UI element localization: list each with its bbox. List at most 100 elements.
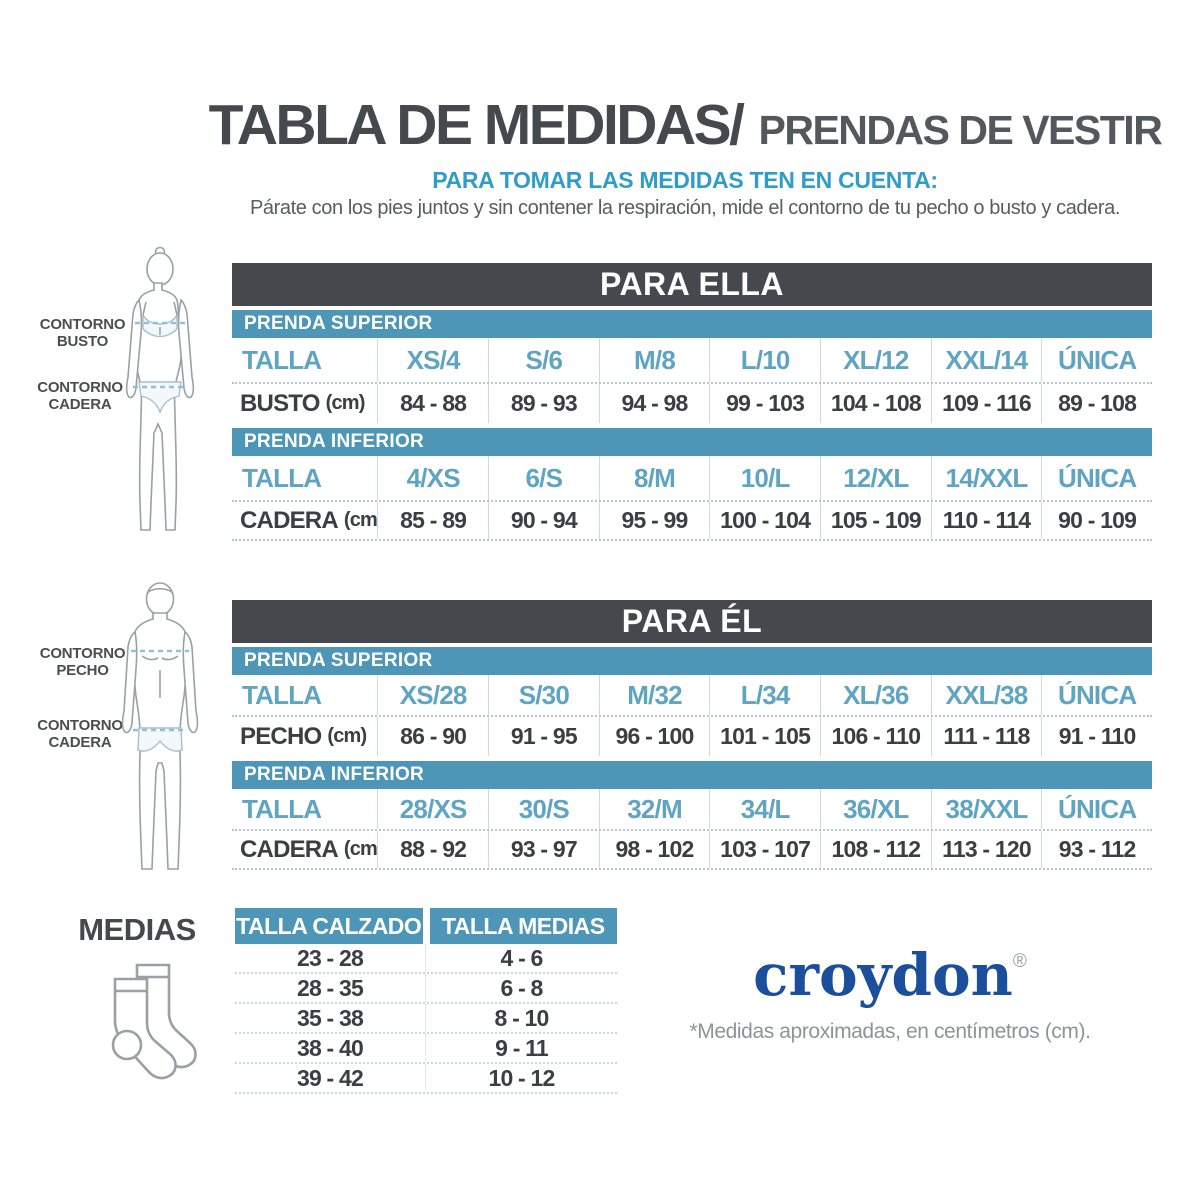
- value-row-ella-superior: BUSTO (cm) 84 - 88 89 - 93 94 - 98 99 - 103…: [232, 384, 1152, 423]
- table-title-ella: PARA ELLA: [232, 263, 1152, 306]
- size-cell: XL/12: [820, 338, 931, 382]
- size-cell: XXL/14: [930, 338, 1042, 382]
- medias-title: MEDIAS: [78, 912, 196, 947]
- size-cell: XS/28: [377, 675, 488, 715]
- size-cell: L/10: [709, 338, 820, 382]
- size-cell: L/34: [709, 675, 820, 715]
- measure-row-label: CADERA (cm): [240, 835, 378, 863]
- medias-table: TALLA CALZADO TALLA MEDIAS 23 - 28 4 - 6…: [235, 908, 617, 1094]
- medias-cell: 10 - 12: [488, 1064, 555, 1091]
- value-cell: 111 - 118: [930, 717, 1042, 756]
- size-cell: S/6: [488, 338, 599, 382]
- medias-cell: 6 - 8: [500, 974, 543, 1001]
- medias-cell: 8 - 10: [494, 1004, 549, 1031]
- value-cell: 84 - 88: [377, 384, 488, 423]
- value-cell: 110 - 114: [930, 502, 1042, 539]
- prenda-inferior-band-ella: PRENDA INFERIOR: [232, 428, 1152, 456]
- value-cell: 106 - 110: [820, 717, 931, 756]
- prenda-inferior-band-el: PRENDA INFERIOR: [232, 761, 1152, 789]
- size-cell: 36/XL: [820, 789, 931, 829]
- size-cell: XL/36: [820, 675, 931, 715]
- table-title-el: PARA ÉL: [232, 600, 1152, 643]
- medias-cell: 9 - 11: [495, 1034, 549, 1061]
- size-cell: 6/S: [488, 456, 599, 500]
- value-cell: 89 - 93: [488, 384, 599, 423]
- size-cell: 32/M: [598, 789, 710, 829]
- measure-row-label: PECHO (cm): [240, 722, 367, 750]
- page-title: TABLA DE MEDIDAS/ PRENDAS DE VESTIR: [180, 92, 1190, 158]
- size-row-el-superior: TALLA XS/28 S/30 M/32 L/34 XL/36 XXL/38 ÚNICA: [232, 675, 1152, 717]
- value-cell: 91 - 110: [1041, 717, 1152, 756]
- value-cell: 98 - 102: [598, 831, 710, 868]
- table-para-el: PARA ÉL PRENDA SUPERIOR TALLA XS/28 S/30 M…: [232, 600, 1152, 870]
- brand-logo: croydon®: [650, 946, 1130, 1004]
- value-cell: 90 - 94: [488, 502, 599, 539]
- prenda-superior-band-el: PRENDA SUPERIOR: [232, 647, 1152, 675]
- value-cell: 101 - 105: [709, 717, 820, 756]
- value-cell: 113 - 120: [930, 831, 1042, 868]
- value-cell: 86 - 90: [377, 717, 488, 756]
- value-cell: 109 - 116: [930, 384, 1042, 423]
- contorno-busto-label: CONTORNO BUSTO: [39, 316, 126, 351]
- size-cell: M/32: [598, 675, 710, 715]
- prenda-superior-band-ella: PRENDA SUPERIOR: [232, 310, 1152, 338]
- measure-row-label: CADERA (cm): [240, 506, 378, 534]
- size-cell: 10/L: [709, 456, 820, 500]
- value-cell: 108 - 112: [820, 831, 931, 868]
- medias-cell: 4 - 6: [500, 944, 543, 971]
- value-cell: 94 - 98: [598, 384, 710, 423]
- socks-icon: [111, 963, 197, 1080]
- size-cell: 30/S: [488, 789, 599, 829]
- size-row-label: TALLA: [242, 344, 322, 375]
- value-cell: 91 - 95: [488, 717, 599, 756]
- male-figure-icon: [121, 582, 199, 870]
- value-cell: 89 - 108: [1041, 384, 1152, 423]
- size-cell: M/8: [598, 338, 710, 382]
- size-row-ella-superior: TALLA XS/4 S/6 M/8 L/10 XL/12 XXL/14 ÚNICA: [232, 338, 1152, 384]
- size-cell: ÚNICA: [1041, 675, 1152, 715]
- size-cell: 34/L: [709, 789, 820, 829]
- size-cell: 8/M: [598, 456, 710, 500]
- calzado-cell: 39 - 42: [235, 1064, 426, 1092]
- value-cell: 105 - 109: [820, 502, 931, 539]
- size-cell: XXL/38: [930, 675, 1042, 715]
- size-cell: 4/XS: [377, 456, 488, 500]
- page-title-main: TABLA DE MEDIDAS/: [208, 93, 745, 157]
- medias-row: 28 - 35 6 - 8: [235, 974, 617, 1004]
- medias-row: 39 - 42 10 - 12: [235, 1064, 617, 1094]
- table-para-ella: PARA ELLA PRENDA SUPERIOR TALLA XS/4 S/6 M…: [232, 263, 1152, 541]
- size-cell: 28/XS: [377, 789, 488, 829]
- size-row-label: TALLA: [242, 462, 322, 493]
- measure-row-label: BUSTO (cm): [240, 389, 365, 417]
- brand-block: croydon® *Medidas aproximadas, en centím…: [650, 946, 1130, 1044]
- registered-mark: ®: [1012, 951, 1027, 972]
- value-cell: 93 - 97: [488, 831, 599, 868]
- size-cell: 14/XXL: [930, 456, 1042, 500]
- size-cell: ÚNICA: [1041, 338, 1152, 382]
- page-subtitle: PARA TOMAR LAS MEDIDAS TEN EN CUENTA:: [432, 167, 938, 193]
- value-cell: 90 - 109: [1041, 502, 1152, 539]
- medias-row: 23 - 28 4 - 6: [235, 944, 617, 974]
- value-cell: 85 - 89: [377, 502, 488, 539]
- medias-table-body: 23 - 28 4 - 6 28 - 35 6 - 8 35 - 38 8 - …: [235, 944, 617, 1094]
- value-cell: 95 - 99: [598, 502, 710, 539]
- female-figure-icon: [125, 247, 195, 531]
- contorno-cadera-label-male: CONTORNO CADERA: [37, 717, 123, 752]
- brand-name: croydon: [753, 941, 1013, 1009]
- size-cell: 38/XXL: [930, 789, 1042, 829]
- size-cell: 12/XL: [820, 456, 931, 500]
- value-cell: 100 - 104: [709, 502, 820, 539]
- calzado-cell: 23 - 28: [235, 944, 426, 972]
- value-row-el-superior: PECHO (cm) 86 - 90 91 - 95 96 - 100 101 - 1…: [232, 717, 1152, 756]
- value-cell: 93 - 112: [1041, 831, 1152, 868]
- size-row-label: TALLA: [242, 793, 322, 824]
- value-cell: 96 - 100: [598, 717, 710, 756]
- value-cell: 103 - 107: [709, 831, 820, 868]
- calzado-cell: 35 - 38: [235, 1004, 426, 1032]
- contorno-pecho-label: CONTORNO PECHO: [39, 645, 126, 680]
- value-cell: 104 - 108: [820, 384, 931, 423]
- size-cell: XS/4: [377, 338, 488, 382]
